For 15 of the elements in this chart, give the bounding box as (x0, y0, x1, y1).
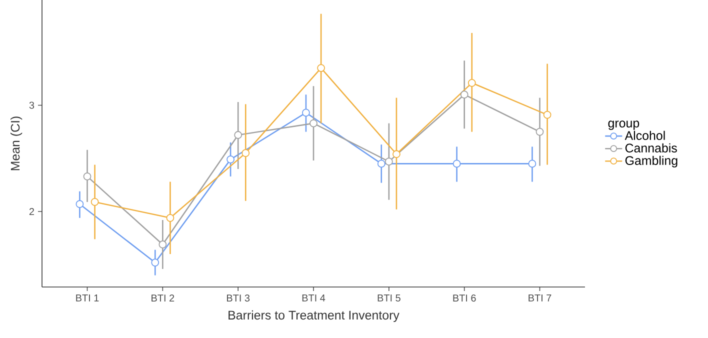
x-axis-title: Barriers to Treatment Inventory (228, 310, 400, 322)
x-tick-label: BTI 6 (453, 294, 476, 302)
legend-title: group (608, 120, 640, 130)
y-axis-title: Mean (CI) (10, 116, 22, 170)
x-tick-label: BTI 2 (152, 294, 174, 302)
legend-label: Alcohol (624, 130, 665, 140)
x-tick-label: BTI 1 (76, 294, 99, 302)
y-tick-label: 2 (29, 208, 34, 216)
x-tick-label: BTI 5 (378, 294, 400, 302)
x-tick-label: BTI 3 (226, 294, 250, 302)
x-tick-label: BTI 4 (302, 294, 326, 302)
x-tick-label: BTI 7 (528, 294, 552, 302)
legend-label: Cannabis (625, 143, 677, 152)
y-tick-label: 3 (29, 102, 34, 109)
legend-label: Gambling (625, 156, 678, 168)
